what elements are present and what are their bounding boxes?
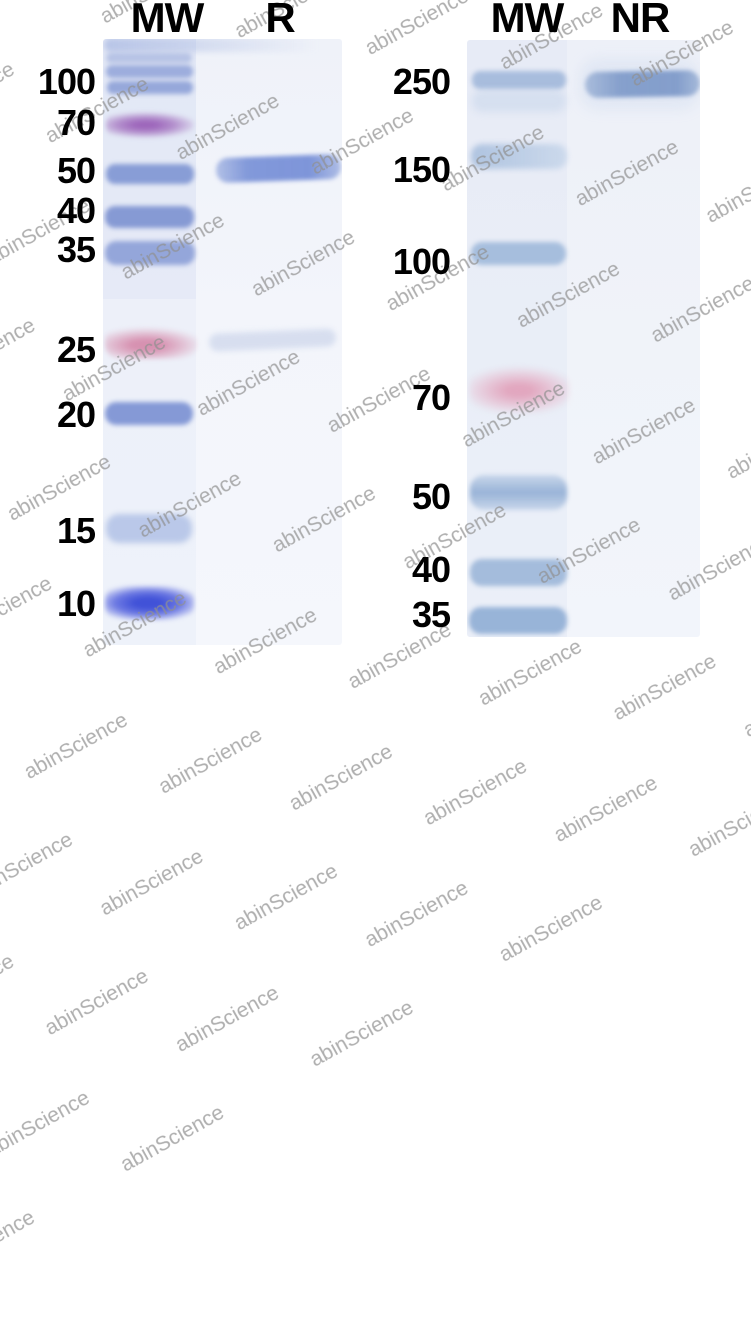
right-sample-lane-header: NR: [610, 0, 671, 41]
right-marker-250: 250: [392, 61, 451, 102]
right-marker-50: 50: [411, 476, 451, 517]
ladder-band-35kda: [469, 607, 567, 634]
ladder-band-20kda: [105, 402, 193, 425]
watermark-text: abinScience: [495, 891, 607, 967]
gel-top-smear: [104, 39, 330, 52]
watermark-text: abinScience: [96, 844, 208, 921]
watermark-text: abinScience: [0, 949, 18, 1026]
left-marker-15: 15: [56, 510, 96, 551]
ladder-band-100kda: [107, 81, 193, 94]
right-marker-35: 35: [411, 594, 451, 635]
left-gel-panel: [103, 39, 342, 645]
ladder-band-50kda: [470, 475, 567, 510]
left-marker-50: 50: [56, 150, 96, 191]
left-marker-70: 70: [56, 102, 96, 143]
watermark-text: abinScience: [722, 408, 751, 484]
watermark-text: abinScience: [419, 754, 531, 831]
watermark-text: abinScience: [0, 1205, 39, 1282]
watermark-text: abinScience: [0, 1086, 94, 1162]
left-sample-lane-header: R: [265, 0, 295, 41]
watermark-text: abinScience: [306, 995, 418, 1072]
left-marker-10: 10: [56, 583, 96, 624]
ladder-band-50kda: [106, 164, 194, 184]
sample-band-nr-250kda: [584, 69, 700, 99]
right-marker-150: 150: [392, 149, 451, 190]
watermark-text: abinScience: [361, 0, 473, 60]
watermark-text: abinScience: [20, 708, 132, 784]
watermark-text: abinScience: [171, 981, 283, 1057]
ladder-band-40kda: [470, 559, 567, 586]
ladder-band-35kda: [105, 241, 195, 265]
sample-band-r-50kda: [215, 153, 342, 184]
ladder-band-100kda: [471, 242, 566, 265]
watermark-text: abinScience: [0, 827, 77, 904]
watermark-text: abinScience: [550, 771, 662, 848]
left-marker-100: 100: [37, 61, 96, 102]
ladder-band-15kda: [106, 514, 192, 543]
left-marker-20: 20: [56, 394, 96, 435]
ladder-band-25kda-pink: [105, 326, 197, 359]
right-marker-100: 100: [392, 241, 451, 282]
ladder-band-70kda-pink: [469, 363, 569, 413]
watermark-text: abinScience: [360, 876, 473, 952]
left-marker-35: 35: [56, 229, 96, 270]
sample-band-r-25kda-faint: [208, 328, 337, 352]
right-marker-70: 70: [411, 377, 451, 418]
watermark-text: abinScience: [230, 859, 342, 936]
watermark-text: abinScience: [116, 1100, 228, 1177]
ladder-band-250kda-smear: [472, 90, 566, 112]
left-marker-40: 40: [56, 190, 96, 231]
watermark-text: abinScience: [474, 634, 586, 711]
ladder-band-250kda: [472, 71, 566, 89]
ladder-band-10kda-strong: [105, 586, 194, 620]
watermark-text: abinScience: [41, 964, 153, 1041]
right-gel-panel: [467, 40, 700, 637]
watermark-text: abinScience: [701, 152, 751, 228]
watermark-text: abinScience: [684, 786, 751, 862]
ladder-band-40kda: [105, 206, 194, 228]
watermark-text: abinScience: [0, 692, 1, 768]
watermark-text: abinScience: [285, 739, 397, 816]
ladder-band-upper: [106, 65, 193, 78]
ladder-band-150kda: [471, 144, 567, 169]
left-mw-lane-header: MW: [130, 0, 205, 41]
watermark-text: abinScience: [608, 649, 721, 726]
right-mw-lane-header: MW: [490, 0, 565, 41]
ladder-band-upper-faint: [106, 53, 192, 63]
watermark-text: abinScience: [154, 723, 267, 799]
left-marker-25: 25: [56, 329, 96, 370]
ladder-band-70kda-purple: [106, 112, 194, 138]
watermark-text: abinScience: [0, 0, 77, 12]
right-marker-40: 40: [411, 549, 451, 590]
right-ladder-lane-wash: [467, 40, 567, 637]
